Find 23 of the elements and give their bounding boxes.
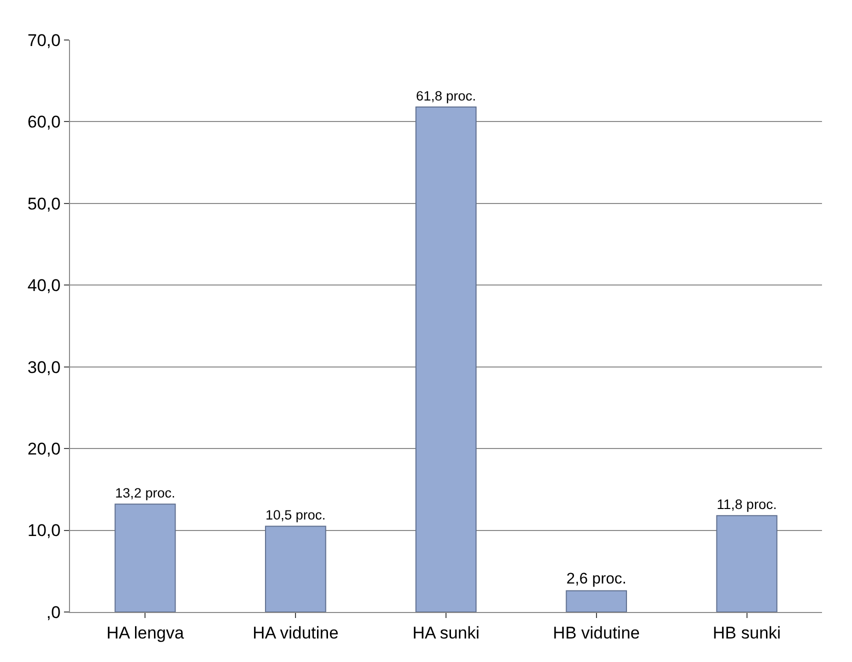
x-tick-label: HB vidutine (552, 623, 640, 642)
y-tick-label: 30,0 (28, 358, 61, 377)
y-tick-label: ,0 (46, 602, 61, 622)
y-tick-label: 60,0 (28, 112, 61, 132)
data-label: 13,2 proc. (115, 486, 176, 501)
x-tick-label: HA sunki (412, 623, 480, 642)
x-tick-label: HA vidutine (252, 623, 339, 642)
data-label: 2,6 proc. (566, 570, 626, 588)
y-tick-label: 70,0 (28, 30, 61, 50)
bar (566, 590, 627, 612)
bar (716, 515, 778, 612)
x-tick-label: HA lengva (106, 623, 184, 642)
bar (415, 106, 477, 612)
bar (114, 504, 176, 612)
data-label: 61,8 proc. (416, 88, 476, 104)
x-tick-label: HB sunki (712, 623, 781, 642)
data-label: 10,5 proc. (266, 508, 326, 523)
bar (265, 526, 326, 612)
y-tick-label: 20,0 (28, 440, 61, 459)
y-tick-label: 50,0 (28, 194, 61, 214)
data-label: 11,8 proc. (716, 496, 777, 512)
y-tick-label: 10,0 (28, 521, 61, 540)
y-tick-label: 40,0 (28, 276, 61, 296)
